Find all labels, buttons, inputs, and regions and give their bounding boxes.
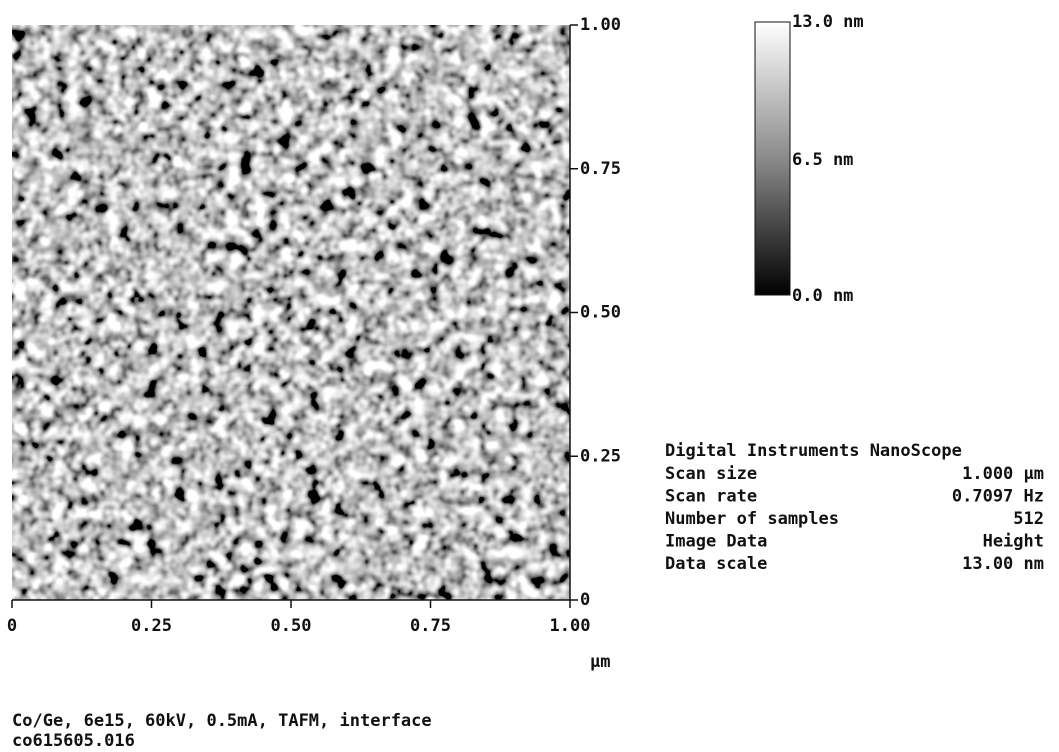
color-bar (754, 21, 791, 296)
color-bar-middle: 6.5 nm (792, 150, 853, 170)
x-tick-label: 1.00 (550, 616, 591, 636)
info-label: Scan rate (665, 487, 757, 507)
x-tick-label: 0.75 (410, 616, 451, 636)
info-value: Height (983, 532, 1044, 552)
info-value: 512 (1013, 509, 1044, 529)
info-label: Image Data (665, 532, 767, 552)
info-header: Digital Instruments NanoScope (665, 441, 962, 461)
y-tick-label: 0.50 (580, 303, 621, 323)
info-value: 1.000 µm (962, 464, 1044, 484)
info-label: Scan size (665, 464, 757, 484)
info-label: Number of samples (665, 509, 839, 529)
info-label: Data scale (665, 554, 767, 574)
height-image (12, 25, 570, 600)
caption-line: Co/Ge, 6e15, 60kV, 0.5mA, TAFM, interfac… (12, 711, 432, 731)
info-table: Scan size 1.000 µm Scan rate 0.7097 Hz Numbe… (665, 464, 1044, 574)
info-value: 0.7097 Hz (952, 487, 1044, 507)
y-tick-label: 0.25 (580, 446, 621, 466)
y-tick-label: 0.75 (580, 159, 621, 179)
x-unit: µm (590, 652, 610, 672)
x-tick-label: 0.50 (271, 616, 312, 636)
y-tick-label: 1.00 (580, 15, 621, 35)
color-bar-top: 13.0 nm (792, 12, 864, 32)
x-tick-label: 0 (7, 616, 17, 636)
info-value: 13.00 nm (962, 554, 1044, 574)
x-tick-label: 0.25 (131, 616, 172, 636)
color-bar-bottom: 0.0 nm (792, 286, 853, 306)
axes: 1.00 0.75 0.50 0.25 0 0 0.25 0.50 0.75 1.00 (7, 15, 621, 636)
caption-line: co615605.016 (12, 731, 135, 751)
y-tick-label: 0 (580, 590, 590, 610)
